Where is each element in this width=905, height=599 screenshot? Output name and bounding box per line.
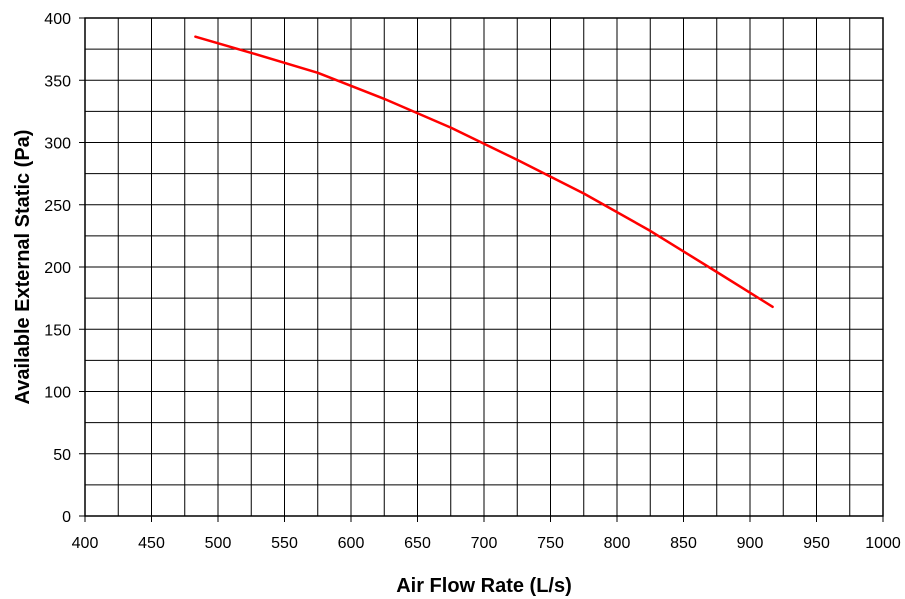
x-tick-label: 500 (205, 535, 232, 552)
x-tick-label: 800 (604, 535, 631, 552)
y-tick-label: 0 (62, 509, 71, 526)
x-tick-label: 450 (138, 535, 165, 552)
y-tick-label: 100 (44, 385, 71, 402)
series-lines (194, 35, 774, 309)
y-axis-title: Available External Static (Pa) (12, 130, 34, 405)
x-tick-label: 600 (338, 535, 365, 552)
y-tick-label: 250 (44, 198, 71, 215)
y-tick-label: 350 (44, 73, 71, 90)
x-tick-label: 850 (670, 535, 697, 552)
x-tick-label: 1000 (865, 535, 901, 552)
x-tick-label: 900 (737, 535, 764, 552)
x-tick-label: 400 (72, 535, 99, 552)
series-line (194, 35, 774, 309)
y-tick-label: 200 (44, 260, 71, 277)
y-tick-label: 300 (44, 136, 71, 153)
x-tick-label: 750 (537, 535, 564, 552)
tick-labels: 400 450 500 550 600 650 700 750 800 850 900 950 1000… (44, 11, 901, 552)
y-tick-label: 50 (53, 447, 71, 464)
x-tick-label: 700 (471, 535, 498, 552)
x-tick-label: 550 (271, 535, 298, 552)
x-tick-label: 950 (803, 535, 830, 552)
y-tick-label: 400 (44, 11, 71, 28)
x-axis-title: Air Flow Rate (L/s) (396, 575, 572, 597)
y-tick-label: 150 (44, 322, 71, 339)
x-tick-label: 650 (404, 535, 431, 552)
grid-lines (85, 18, 883, 516)
